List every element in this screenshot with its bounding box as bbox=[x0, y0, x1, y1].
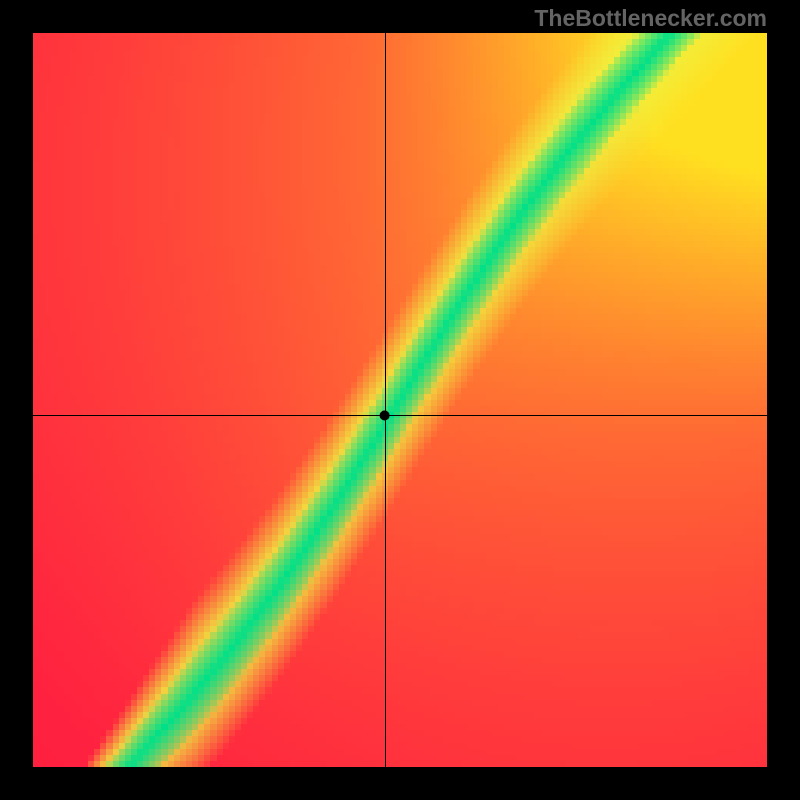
watermark-text: TheBottlenecker.com bbox=[534, 5, 767, 32]
chart-container: TheBottlenecker.com bbox=[0, 0, 800, 800]
heatmap-plot bbox=[33, 33, 767, 767]
